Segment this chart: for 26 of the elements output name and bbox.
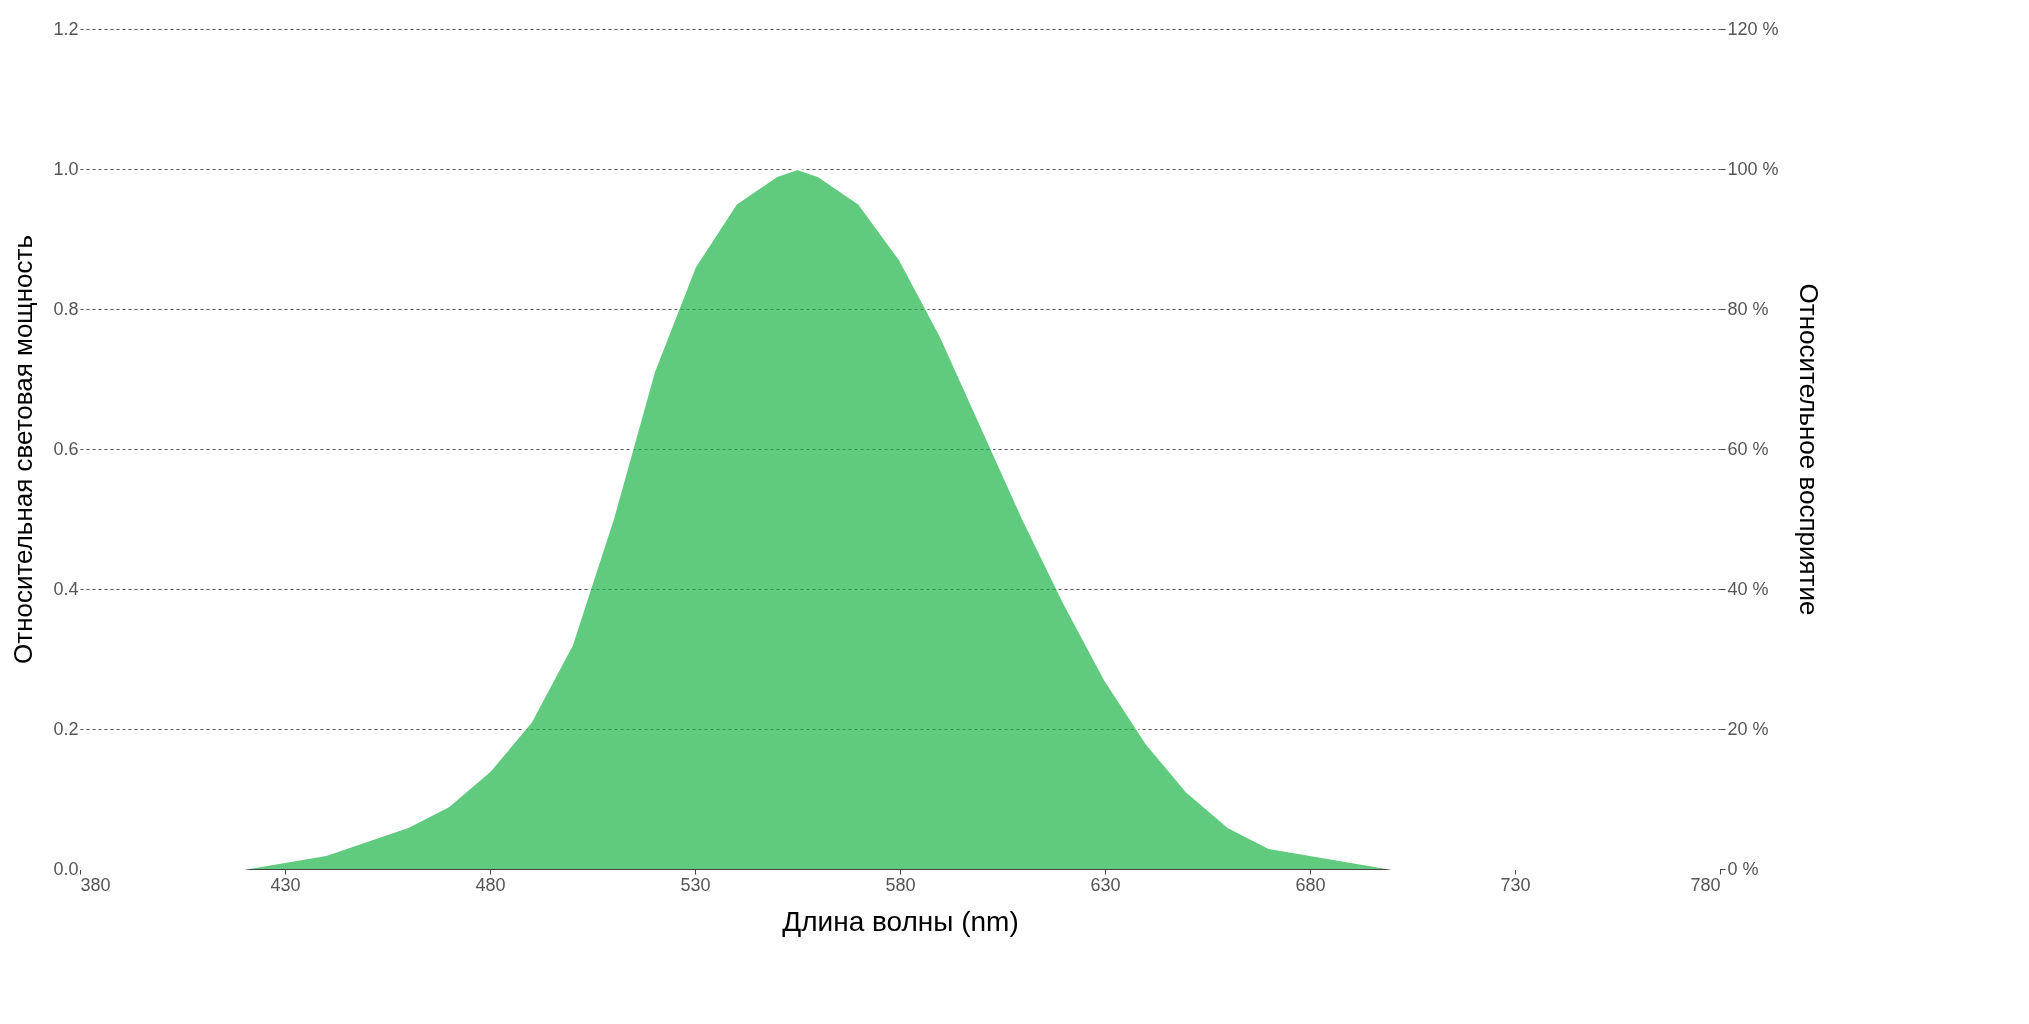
y2-axis-title: Относительное восприятие bbox=[1793, 283, 1824, 616]
y-tick-label: 0.8 bbox=[53, 298, 79, 319]
x-tick-label: 730 bbox=[1500, 874, 1531, 895]
y-tick-label: 1.2 bbox=[53, 18, 79, 39]
y2-tick-label: 0 % bbox=[1727, 858, 1759, 879]
y-tick-label: 0.6 bbox=[53, 438, 79, 459]
y-tick-label: 0.0 bbox=[53, 858, 79, 879]
y2-tick-label: 120 % bbox=[1727, 18, 1779, 39]
y2-tick-label: 60 % bbox=[1727, 438, 1769, 459]
y-tick-label: 0.4 bbox=[53, 578, 79, 599]
x-tick-label: 480 bbox=[475, 874, 506, 895]
x-tick-label: 530 bbox=[680, 874, 711, 895]
x-tick-label: 630 bbox=[1090, 874, 1121, 895]
y-tick-label: 1.0 bbox=[53, 158, 79, 179]
x-tick-label: 580 bbox=[885, 874, 916, 895]
y2-tick-label: 100 % bbox=[1727, 158, 1779, 179]
y2-tick-label: 20 % bbox=[1727, 718, 1769, 739]
y2-tick-label: 80 % bbox=[1727, 298, 1769, 319]
x-axis-title: Длина волны (nm) bbox=[782, 905, 1019, 937]
y-axis-title: Относительная световая мощность bbox=[8, 235, 39, 664]
x-tick-label: 430 bbox=[270, 874, 301, 895]
x-tick-label: 780 bbox=[1690, 874, 1721, 895]
y2-tick-label: 40 % bbox=[1727, 578, 1769, 599]
x-tick-label: 380 bbox=[80, 874, 111, 895]
x-tick-label: 680 bbox=[1295, 874, 1326, 895]
y-tick-label: 0.2 bbox=[53, 718, 79, 739]
